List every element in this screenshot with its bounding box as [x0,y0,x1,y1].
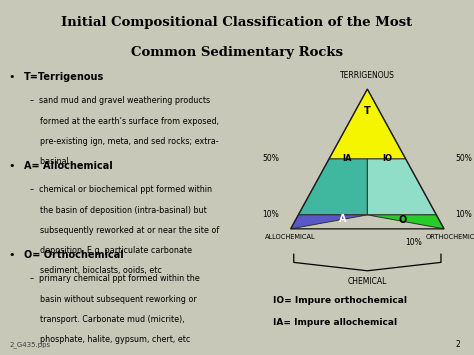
Polygon shape [329,89,406,159]
Text: T: T [364,106,371,116]
Text: 10%: 10% [263,211,279,219]
Text: O= Orthochemical: O= Orthochemical [24,250,124,260]
Text: sediment, bioclasts, ooids, etc: sediment, bioclasts, ooids, etc [30,266,162,275]
Text: IO: IO [383,154,392,163]
Text: A: A [339,214,346,224]
Text: •: • [8,72,15,82]
Polygon shape [298,159,367,215]
Polygon shape [367,215,444,229]
Text: –  sand mud and gravel weathering products: – sand mud and gravel weathering product… [30,96,210,105]
Text: IO= Impure orthochemical: IO= Impure orthochemical [273,296,408,305]
Text: 10%: 10% [456,211,472,219]
Text: O: O [399,215,407,225]
Text: T=Terrigenous: T=Terrigenous [24,72,105,82]
Text: ALLOCHEMICAL: ALLOCHEMICAL [264,234,315,240]
Text: –  primary chemical ppt formed within the: – primary chemical ppt formed within the [30,274,200,283]
Text: –  chemical or biochemical ppt formed within: – chemical or biochemical ppt formed wit… [30,185,212,194]
Text: ORTHOCHEMICAL: ORTHOCHEMICAL [426,234,474,240]
Text: basin without subsequent reworking or: basin without subsequent reworking or [30,295,196,304]
Text: formed at the earth’s surface from exposed,: formed at the earth’s surface from expos… [30,116,219,126]
Text: the basin of deposition (intra-basinal) but: the basin of deposition (intra-basinal) … [30,206,207,214]
Text: •: • [8,250,15,260]
Text: 2_G435.pps: 2_G435.pps [9,341,51,348]
Text: Initial Compositional Classification of the Most: Initial Compositional Classification of … [62,16,412,29]
Text: CHEMICAL: CHEMICAL [347,278,387,286]
Text: phosphate, halite, gypsum, chert, etc: phosphate, halite, gypsum, chert, etc [30,335,190,344]
Text: Common Sedimentary Rocks: Common Sedimentary Rocks [131,46,343,59]
Text: •: • [8,161,15,171]
Polygon shape [291,215,367,229]
Text: 2: 2 [455,340,460,349]
Text: basinal.: basinal. [30,157,71,166]
Text: transport. Carbonate mud (micrite),: transport. Carbonate mud (micrite), [30,315,184,324]
Text: IA: IA [343,154,352,163]
Text: IA= Impure allochemical: IA= Impure allochemical [273,318,398,327]
Text: 10%: 10% [405,238,422,247]
Text: subsequently reworked at or near the site of: subsequently reworked at or near the sit… [30,226,219,235]
Text: 50%: 50% [262,154,279,163]
Text: pre-existing ign, meta, and sed rocks; extra-: pre-existing ign, meta, and sed rocks; e… [30,137,219,146]
Text: 50%: 50% [456,154,473,163]
Text: deposition. E.g. particulate carbonate: deposition. E.g. particulate carbonate [30,246,191,255]
Text: A= Allochemical: A= Allochemical [24,161,113,171]
Text: TERRIGENOUS: TERRIGENOUS [340,71,395,80]
Polygon shape [367,159,437,215]
